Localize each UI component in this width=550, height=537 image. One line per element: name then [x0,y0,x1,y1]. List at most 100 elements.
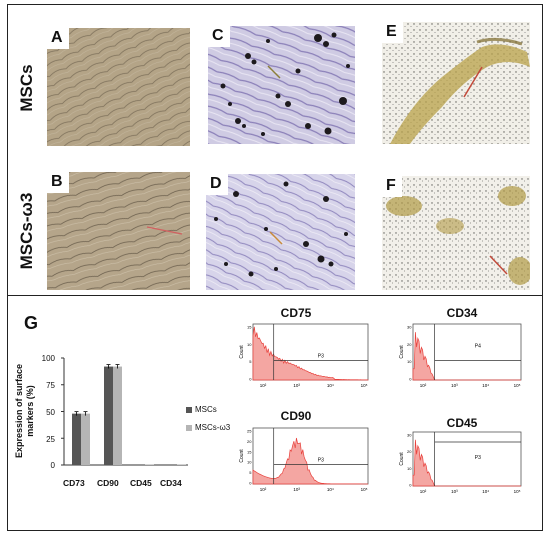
histogram-cd90 [252,437,368,485]
category-label-cd45: CD45 [130,478,152,488]
legend-label-mscs-w3: MSCs-ω3 [195,423,231,432]
panel-label-g: G [24,313,39,333]
flow-ytick: 0 [249,481,252,486]
flow-xtick: 10⁵ [361,383,368,388]
flow-ytick: 25 [247,429,252,434]
panel-d-micrograph: D [206,174,355,290]
ytick-label: 0 [50,461,55,470]
flow-ytick: 10 [247,342,252,347]
flow-title-cd45: CD45 [446,416,478,430]
flow-ytick: 5 [249,359,252,364]
flow-ytick: 0 [409,483,412,488]
histogram-cd45 [412,439,521,487]
flow-xtick: 10² [260,487,267,492]
bar-cd90-mscs-w3 [113,366,122,465]
flow-xtick: 10³ [451,383,458,388]
ytick-label: 50 [46,408,55,417]
ytick-label: 25 [46,435,55,444]
bar-cd90-mscs [104,366,113,465]
bar-cd34-mscs-w3 [177,464,186,465]
bar-cd34-mscs [168,464,177,465]
flow-ylabel: Count [239,449,245,463]
flow-ytick: 0 [409,377,412,382]
flow-title-cd75: CD75 [280,306,312,320]
category-label-cd34: CD34 [160,478,182,488]
panel-b-micrograph: B [47,172,190,290]
flow-ytick: 0 [249,377,252,382]
flow-xtick: 10⁴ [482,383,489,388]
panel-label-d: D [206,174,228,195]
bar-cd45-mscs [136,464,145,465]
flow-ytick: 20 [407,342,412,347]
section-divider [7,295,543,296]
flow-ytick: 20 [247,439,252,444]
panel-f-micrograph: F [382,176,530,290]
panel-label-c: C [208,26,230,47]
flow-xtick: 10⁴ [327,487,334,492]
gate-label: P3 [475,455,481,461]
flow-ytick: 20 [407,449,412,454]
stained-micrograph-f [382,176,530,290]
flow-histogram-cd45: Count 30 20 10 0 10² 10³ 10⁴ 10⁵ P3 [399,431,522,494]
flow-ytick: 30 [407,325,412,330]
flow-ylabel: Count [239,345,245,359]
bar-cd73-mscs [72,413,81,465]
panel-label-a: A [47,28,69,49]
flow-ylabel: Count [399,452,405,466]
flow-xtick: 10⁵ [361,487,368,492]
panel-label-b: B [47,172,69,193]
panel-a-micrograph: A [47,28,190,146]
flow-ytick: 15 [247,325,252,330]
stained-micrograph-c [208,26,355,144]
flow-xtick: 10² [420,383,427,388]
flow-xtick: 10³ [451,489,458,494]
gate-label: P3 [318,457,324,463]
ytick-label: 75 [46,381,55,390]
ytick-label: 100 [41,354,55,363]
gate-label: P3 [318,353,324,359]
histogram-cd34 [412,332,521,381]
histogram-cd75 [252,326,369,381]
plot-frame [412,431,522,487]
flow-xtick: 10⁵ [514,489,521,494]
row-label-mscs: MSCs [17,64,36,112]
legend-mscs: MSCs [186,405,217,414]
legend-swatch-mscs-w3 [186,424,192,431]
flow-xtick: 10³ [293,487,300,492]
flow-xtick: 10⁴ [482,489,489,494]
category-label-cd73: CD73 [63,478,85,488]
panel-e-micrograph: E [382,22,530,144]
category-label-cd90: CD90 [97,478,119,488]
row-label-mscs-w3: MSCs-ω3 [17,192,36,270]
cell-micrograph-b [47,172,190,290]
flow-ytick: 10 [407,359,412,364]
flow-ytick: 5 [249,470,252,475]
flow-histogram-cd34: Count 30 20 10 0 10² 10³ 10⁴ 10⁵ P4 [399,323,522,388]
bar-cd45-mscs-w3 [145,464,154,465]
legend-mscs-w3: MSCs-ω3 [186,423,230,432]
figure-frame [7,4,543,531]
legend-swatch-mscs [186,406,192,413]
flow-title-cd90: CD90 [280,409,312,423]
flow-ytick: 10 [407,466,412,471]
flow-histogram-cd75: Count 15 10 5 0 10² 10³ 10⁴ 10⁵ P3 [239,323,369,388]
flow-xtick: 10⁵ [514,383,521,388]
flow-xtick: 10⁴ [327,383,334,388]
flow-ytick: 15 [247,449,252,454]
panel-label-e: E [382,22,403,43]
panel-c-micrograph: C [208,26,355,144]
flow-histogram-cd90: Count 25 20 15 10 5 0 10² 10³ 10⁴ 10⁵ P3 [239,427,369,492]
surface-marker-bar-chart [61,357,188,466]
gate-label: P4 [475,343,481,349]
flow-ytick: 10 [247,460,252,465]
flow-title-cd34: CD34 [446,306,478,320]
flow-xtick: 10³ [293,383,300,388]
bar-chart-ylabel: Expression of surface markers (%) [14,363,35,459]
stained-micrograph-d [206,174,355,290]
flow-xtick: 10² [420,489,427,494]
panel-label-f: F [382,176,402,197]
cell-micrograph-a [47,28,190,146]
stained-micrograph-e [382,22,530,144]
plot-frame [412,323,522,381]
bar-cd73-mscs-w3 [81,413,90,465]
